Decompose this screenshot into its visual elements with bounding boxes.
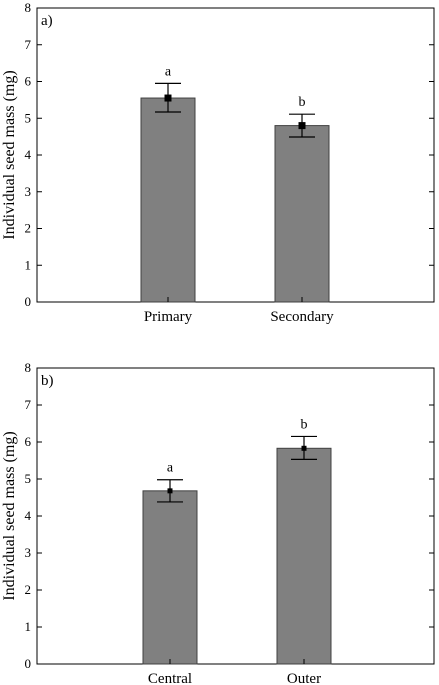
x-tick-label: Secondary [270,309,334,325]
y-tick-label: 0 [25,656,32,671]
significance-label: b [299,95,306,110]
mean-marker [301,445,307,451]
plot-frame [36,367,435,665]
bar-secondary [274,125,330,303]
x-tick-label: Central [148,671,192,685]
mean-marker [164,94,172,102]
y-tick-label: 6 [25,434,32,449]
mean-marker [298,122,306,130]
x-tick-label: Primary [144,309,193,325]
panel-label: b) [41,373,54,389]
y-tick-label: 3 [25,184,32,199]
significance-label: a [167,461,174,476]
significance-label: b [301,417,308,432]
y-axis-label: Individual seed mass (mg) [1,70,18,239]
y-tick-label: 4 [25,508,32,523]
y-tick-label: 7 [25,37,32,52]
mean-marker [167,488,173,494]
y-tick-label: 2 [25,582,32,597]
bar-primary [140,97,196,303]
y-tick-label: 5 [25,471,32,486]
y-tick-label: 3 [25,545,32,560]
panel-label: a) [41,13,53,29]
y-tick-label: 4 [25,147,32,162]
y-tick-label: 1 [25,257,32,272]
y-tick-label: 5 [25,110,32,125]
y-tick-label: 7 [25,397,32,412]
y-tick-label: 0 [25,294,32,309]
chart-panel-1: 0 1 2 3 4 5 6 7 8 Individual seed mass (mg) a) a Pri… [1,0,435,325]
y-tick-label: 8 [25,360,32,375]
plot-frame [36,7,435,303]
y-tick-label: 6 [25,74,32,89]
chart-panel-2: 0 1 2 3 4 5 6 7 8 Individual seed mass (mg) b) a Cen… [1,360,435,685]
y-axis-label: Individual seed mass (mg) [1,431,18,600]
significance-label: a [165,64,172,79]
x-tick-label: Outer [287,671,321,685]
bar-outer [276,447,332,665]
y-tick-label: 8 [25,0,32,15]
bar-central [142,490,198,665]
y-tick-label: 1 [25,619,32,634]
y-tick-label: 2 [25,221,32,236]
